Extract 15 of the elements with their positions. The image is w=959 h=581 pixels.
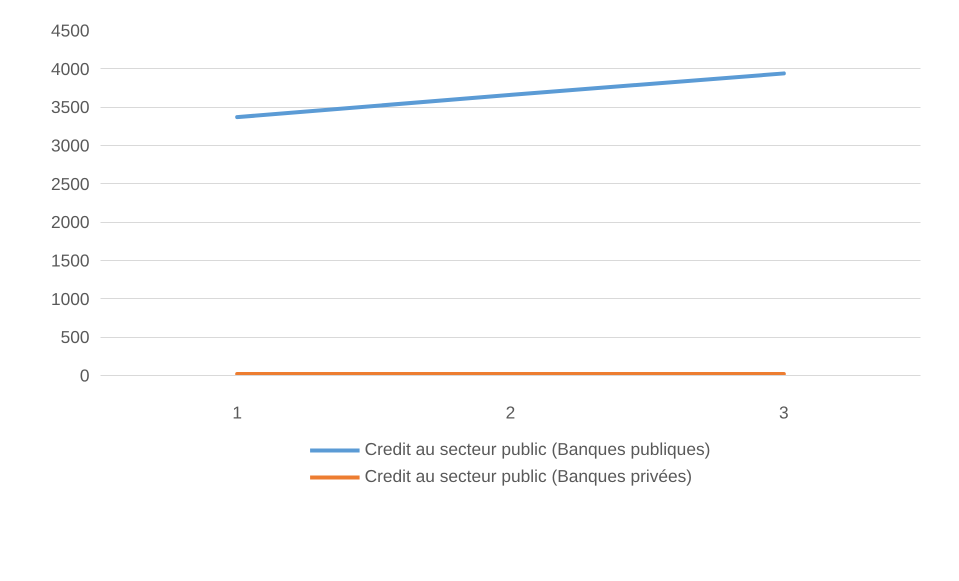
- legend-label: Credit au secteur public (Banques privées): [364, 466, 692, 487]
- x-tick-label: 3: [779, 402, 789, 422]
- y-tick-label: 0: [80, 366, 90, 386]
- y-tick-label: 3500: [50, 97, 90, 118]
- y-tick-label: 2000: [50, 212, 90, 232]
- y-tick-label: 1000: [50, 288, 90, 309]
- y-tick-label: 4000: [50, 58, 90, 79]
- y-tick-label: 500: [60, 327, 90, 348]
- legend-label: Credit au secteur public (Banques publiques): [364, 439, 710, 460]
- x-tick-label: 1: [232, 402, 242, 422]
- y-tick-label: 4500: [50, 20, 90, 40]
- x-tick-label: 2: [506, 402, 516, 422]
- y-tick-label: 1500: [50, 250, 90, 270]
- y-tick-label: 2500: [50, 174, 90, 194]
- y-tick-label: 3000: [50, 136, 90, 156]
